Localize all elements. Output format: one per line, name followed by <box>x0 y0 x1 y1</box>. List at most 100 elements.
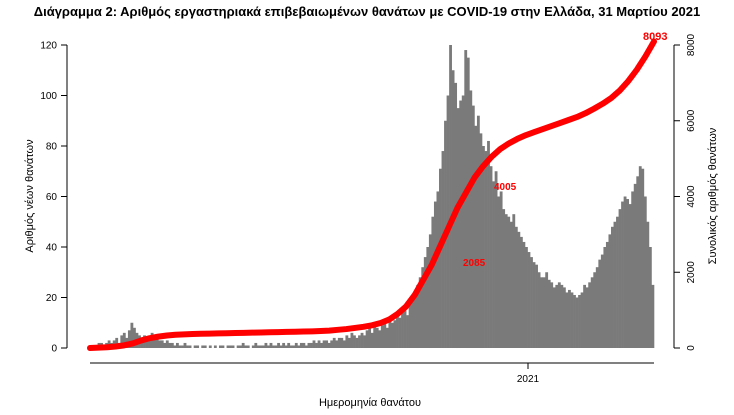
daily-deaths-bar <box>593 272 597 348</box>
daily-deaths-bar <box>254 342 258 348</box>
left-tick-label: 60 <box>46 192 58 203</box>
daily-deaths-bar <box>451 70 455 348</box>
right-tick-label: 2000 <box>686 261 697 284</box>
daily-deaths-bar <box>196 345 200 348</box>
daily-deaths-bar <box>378 330 382 348</box>
daily-deaths-bar <box>613 221 617 348</box>
daily-deaths-bar <box>449 45 452 348</box>
daily-deaths-bar <box>287 342 291 348</box>
daily-deaths-bar <box>550 282 554 348</box>
daily-deaths-bar <box>170 342 174 348</box>
daily-deaths-bar <box>590 277 594 348</box>
daily-deaths-bar <box>461 95 465 348</box>
chart-title: Διάγραμμα 2: Αριθμός εργαστηριακά επιβεβ… <box>34 4 701 19</box>
daily-deaths-bar <box>406 315 409 348</box>
daily-deaths-bar <box>474 125 478 348</box>
daily-deaths-bar <box>401 312 404 348</box>
daily-deaths-bar <box>292 345 296 348</box>
daily-deaths-bar <box>115 337 119 348</box>
daily-deaths-bar <box>294 342 298 348</box>
left-tick-label: 100 <box>40 91 57 102</box>
daily-deaths-bar <box>568 289 571 348</box>
daily-deaths-bar <box>519 236 523 348</box>
left-y-axis-label: Αριθμός νέων θανάτων <box>24 139 36 253</box>
daily-deaths-bar <box>267 345 270 348</box>
daily-deaths-bar <box>646 221 650 348</box>
daily-deaths-bar <box>388 317 392 348</box>
daily-deaths-bar <box>514 226 518 348</box>
daily-deaths-bar <box>552 287 556 348</box>
cumulative-label-1: 2085 <box>463 258 486 269</box>
daily-deaths-bar <box>269 342 273 348</box>
daily-deaths-bar <box>499 191 503 348</box>
daily-deaths-bar <box>279 345 283 348</box>
daily-deaths-bar <box>160 340 164 348</box>
daily-deaths-bar <box>325 340 329 348</box>
daily-deaths-bar <box>127 330 131 348</box>
daily-deaths-bar <box>148 337 151 348</box>
daily-deaths-bar <box>428 234 432 349</box>
daily-deaths-bar <box>373 325 377 348</box>
daily-deaths-bar <box>153 335 157 349</box>
daily-deaths-bar <box>299 342 303 348</box>
daily-deaths-bar <box>441 151 445 348</box>
daily-deaths-bar <box>648 247 652 348</box>
daily-deaths-bar <box>390 322 394 348</box>
daily-deaths-bar <box>165 340 169 348</box>
daily-deaths-bar <box>320 342 323 348</box>
daily-deaths-bar <box>335 340 339 348</box>
daily-deaths-bar <box>360 332 364 348</box>
daily-deaths-bar <box>284 345 288 348</box>
daily-deaths-bar <box>365 330 369 348</box>
daily-deaths-bar <box>310 342 313 348</box>
daily-deaths-bar <box>638 166 642 348</box>
daily-deaths-bars <box>90 45 655 349</box>
daily-deaths-bar <box>605 241 609 348</box>
daily-deaths-bar <box>459 100 463 348</box>
daily-deaths-bar <box>600 254 604 348</box>
daily-deaths-bar <box>218 345 222 348</box>
daily-deaths-bar <box>226 345 230 348</box>
daily-deaths-bar <box>231 345 235 348</box>
daily-deaths-bar <box>560 284 564 349</box>
daily-deaths-bar <box>396 315 399 348</box>
left-tick-label: 20 <box>46 293 58 304</box>
daily-deaths-bar <box>403 307 407 348</box>
daily-deaths-bar <box>585 287 589 348</box>
daily-deaths-bar <box>423 257 427 348</box>
daily-deaths-bar <box>315 342 318 348</box>
daily-deaths-bar <box>633 183 637 349</box>
daily-deaths-bar <box>573 294 576 348</box>
daily-deaths-bar <box>375 327 379 348</box>
daily-deaths-bar <box>479 133 483 349</box>
daily-deaths-bar <box>317 340 321 348</box>
daily-deaths-bar <box>509 221 513 348</box>
daily-deaths-bar <box>621 201 624 348</box>
daily-deaths-bar <box>542 277 546 348</box>
daily-deaths-bar <box>302 342 306 348</box>
cumulative-label-2: 4005 <box>494 182 517 193</box>
daily-deaths-bar <box>628 204 632 348</box>
daily-deaths-bar <box>398 317 402 348</box>
daily-deaths-bar <box>163 342 167 348</box>
daily-deaths-bar <box>525 247 528 348</box>
left-tick-label: 40 <box>46 243 58 254</box>
daily-deaths-bar <box>517 231 521 348</box>
daily-deaths-bar <box>236 345 240 348</box>
daily-deaths-bar <box>277 342 280 348</box>
x-axis-label: Ημερομηνία θανάτου <box>319 397 421 409</box>
daily-deaths-bar <box>345 335 349 349</box>
daily-deaths-bar <box>643 196 647 348</box>
daily-deaths-bar <box>122 332 126 348</box>
right-tick-label: 6000 <box>686 109 697 132</box>
daily-deaths-bar <box>502 209 506 349</box>
daily-deaths-bar <box>229 345 232 348</box>
daily-deaths-bar <box>178 345 182 348</box>
daily-deaths-bar <box>337 337 341 348</box>
daily-deaths-bar <box>570 292 574 348</box>
daily-deaths-bar <box>616 216 619 348</box>
daily-deaths-bar <box>393 320 397 348</box>
daily-deaths-bar <box>476 115 480 348</box>
daily-deaths-bar <box>259 345 263 348</box>
